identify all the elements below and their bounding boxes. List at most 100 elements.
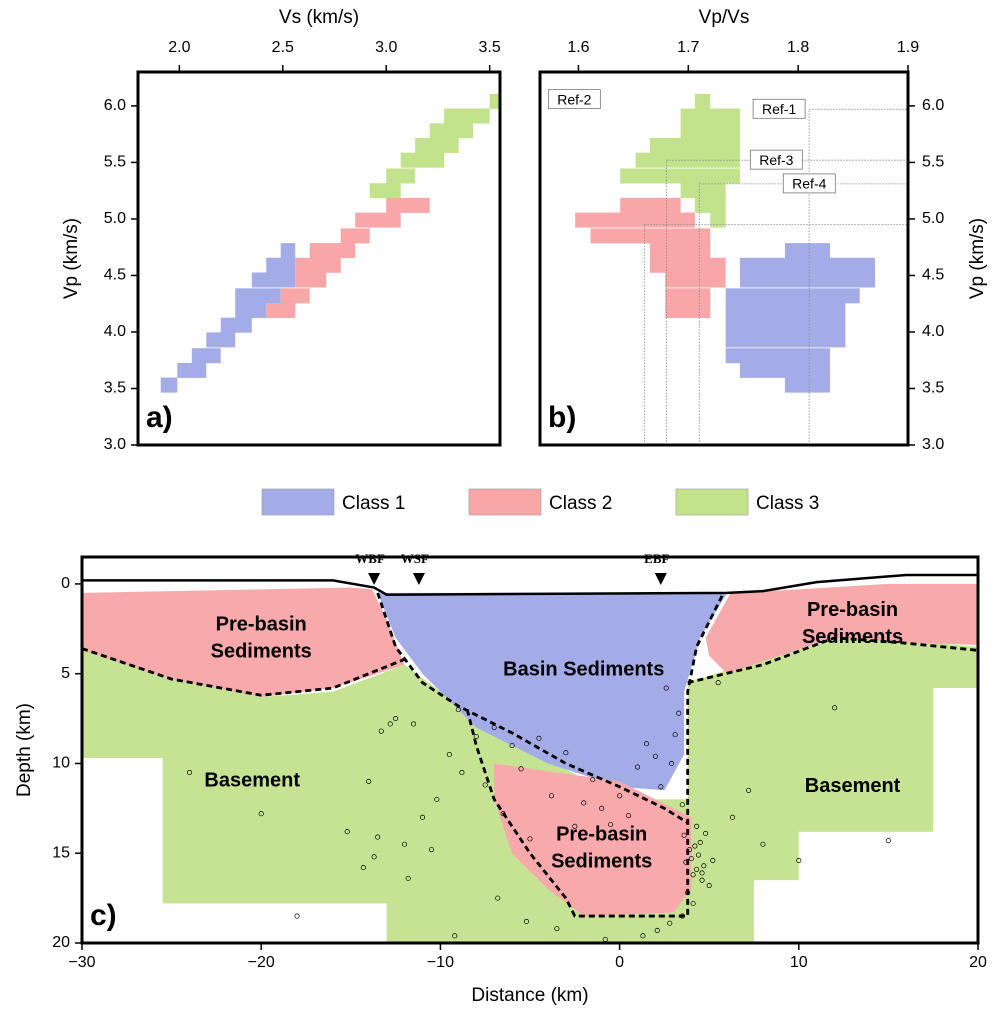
cell [680, 123, 740, 139]
cell [386, 197, 430, 213]
earthquake [500, 811, 506, 817]
cell [340, 228, 370, 244]
cell [710, 212, 726, 228]
legend-swatch [261, 488, 335, 516]
earthquake [701, 863, 707, 869]
cell [444, 108, 490, 124]
earthquake [706, 882, 712, 889]
frame [136, 70, 502, 447]
earthquake [688, 856, 694, 862]
cell [620, 197, 681, 213]
panel-label: c) [90, 899, 117, 932]
y-tick-label: 15 [52, 844, 70, 861]
annotation: Pre-basin [216, 614, 307, 636]
earthquake [885, 838, 891, 844]
boundary [687, 636, 979, 685]
y-axis-label: Depth (km) [14, 703, 35, 797]
cell [295, 272, 327, 288]
earthquake [509, 742, 515, 749]
reference-box [752, 98, 806, 119]
y-tick-label: 4.5 [104, 267, 126, 284]
cell [206, 332, 236, 348]
earthquake [617, 793, 623, 799]
earthquake [626, 812, 632, 819]
cell [415, 137, 459, 153]
cell [665, 272, 726, 288]
cell [649, 137, 740, 153]
panel-label: b) [548, 401, 576, 434]
cell [784, 243, 831, 259]
cell [725, 348, 831, 364]
fault-marker [412, 573, 425, 585]
reference-label: Ref-3 [759, 152, 793, 168]
earthquake [694, 823, 700, 829]
reference-label: Ref-4 [792, 176, 826, 192]
earthquake [663, 685, 669, 691]
earthquake [428, 847, 434, 853]
cell [725, 302, 846, 318]
earthquake [710, 857, 716, 863]
earthquake [683, 859, 689, 865]
annotation: Pre-basin [807, 599, 898, 621]
region [377, 592, 728, 791]
y-tick-label: 0 [61, 575, 70, 592]
x-tick-label: −20 [248, 954, 275, 971]
earthquake [378, 728, 384, 734]
y-tick-label: 3.5 [922, 380, 944, 397]
earthquake [434, 796, 440, 802]
cell [665, 302, 711, 318]
earthquake [548, 793, 555, 799]
cell [575, 212, 695, 228]
cell [266, 257, 296, 273]
y-tick-label: 6.0 [922, 97, 944, 114]
earthquake [679, 913, 685, 919]
earthquake [375, 834, 381, 840]
y-tick-label: 4.0 [922, 323, 944, 340]
earthquake [495, 895, 501, 901]
earthquake [658, 784, 664, 790]
x-axis-label: Vs (km/s) [279, 7, 359, 28]
earthquake [554, 926, 560, 932]
cell [694, 197, 726, 213]
earthquake [536, 735, 542, 741]
cell [309, 243, 356, 259]
x-tick-label: 10 [790, 954, 808, 971]
earthquake [832, 705, 838, 711]
earthquake [459, 769, 465, 775]
earthquake [643, 741, 650, 747]
frame [80, 555, 980, 945]
y-tick-label: 20 [52, 934, 70, 951]
y-tick-label: 5 [61, 665, 70, 682]
earthquake [527, 836, 533, 842]
annotation: Basement [805, 775, 901, 797]
legend-label: Class 2 [549, 493, 612, 514]
cell [280, 243, 296, 259]
y-tick-label: 3.0 [104, 436, 126, 453]
reference-label: Ref-1 [762, 101, 796, 117]
legend-label: Class 1 [342, 493, 405, 514]
reference-box [547, 89, 601, 109]
earthquake [652, 753, 658, 759]
earthquake [699, 877, 705, 883]
cell [429, 123, 474, 139]
cell [590, 228, 711, 244]
x-tick-label: −30 [68, 954, 95, 971]
x-tick-label: 20 [969, 954, 987, 971]
earthquake [410, 721, 417, 727]
earthquake [690, 900, 696, 907]
cell [725, 288, 860, 304]
earthquake [563, 750, 569, 756]
cell [680, 183, 726, 199]
boundary [376, 592, 689, 824]
cell [251, 272, 296, 288]
cell [177, 362, 207, 378]
y-tick-label: 10 [52, 755, 70, 772]
earthquake [695, 852, 701, 858]
cell [665, 288, 711, 304]
cell [191, 348, 221, 364]
earthquake [760, 841, 766, 847]
cell [649, 243, 711, 259]
earthquake [258, 811, 264, 817]
y-axis-label: Vp (km/s) [61, 218, 82, 299]
